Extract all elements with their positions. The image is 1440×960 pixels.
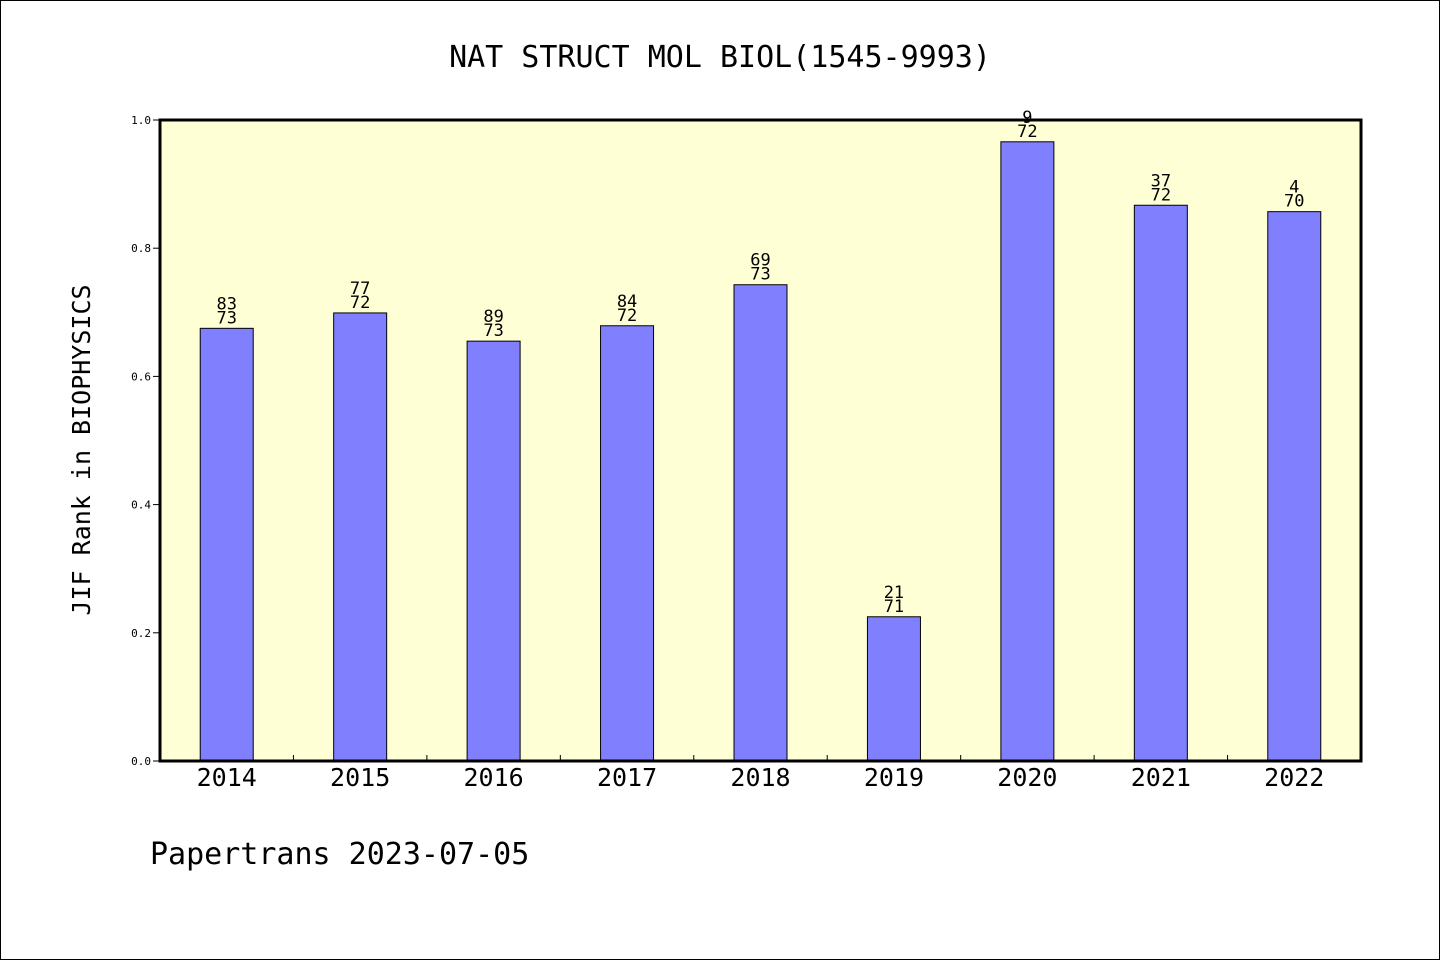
bar-label-top-2017: 84 [617, 292, 637, 312]
bar-2021 [1133, 204, 1188, 762]
bar-label-top-2015: 77 [350, 279, 370, 299]
bar-label-top-2022: 4 [1289, 178, 1299, 198]
bar-2019 [866, 616, 921, 762]
bar-label-top-2016: 89 [483, 307, 503, 327]
y-tick-label: 0.6 [131, 370, 151, 383]
x-tick-label-2016: 2016 [464, 763, 524, 792]
x-tick-label-2017: 2017 [597, 763, 657, 792]
bars-layer [199, 141, 1322, 762]
y-axis-label: JIF Rank in BIOPHYSICS [67, 284, 96, 615]
bar-label-bottom-2015: 72 [350, 293, 370, 313]
bar-2015 [333, 312, 388, 762]
y-tick-label: 0.8 [131, 242, 151, 255]
bar-label-bottom-2021: 72 [1151, 185, 1171, 205]
x-tick-label-2014: 2014 [197, 763, 257, 792]
bar-label-bottom-2022: 70 [1284, 192, 1304, 212]
bar-label-top-2021: 37 [1151, 171, 1171, 191]
bar-2014 [199, 327, 254, 762]
bar-2020 [1000, 141, 1055, 762]
bar-label-top-2020: 9 [1022, 108, 1032, 128]
bar-2022 [1267, 211, 1322, 762]
y-tick-label: 0.0 [131, 755, 151, 768]
y-tick-label: 0.2 [131, 627, 151, 640]
chart-title: NAT STRUCT MOL BIOL(1545-9993) [449, 40, 991, 75]
bar-label-bottom-2019: 71 [884, 597, 904, 617]
bar-label-top-2018: 69 [750, 251, 770, 271]
bar-label-bottom-2020: 72 [1017, 122, 1037, 142]
x-axis: 2014 2015 2016 2017 2018 2019 2020 2021 2022 [197, 755, 1324, 792]
bar-2017 [600, 325, 655, 762]
x-tick-label-2020: 2020 [997, 763, 1057, 792]
bar-label-bottom-2018: 73 [750, 265, 770, 285]
x-tick-label-2015: 2015 [330, 763, 390, 792]
bar-2016 [466, 340, 521, 762]
bar-2018 [733, 284, 788, 762]
footer-credit: Papertrans 2023-07-05 [150, 837, 529, 872]
x-tick-label-2022: 2022 [1264, 763, 1324, 792]
bar-label-bottom-2017: 72 [617, 306, 637, 326]
bar-label-bottom-2016: 73 [483, 321, 503, 341]
x-tick-label-2019: 2019 [864, 763, 924, 792]
y-axis: 0.0 0.2 0.4 0.6 0.8 1.0 [131, 114, 160, 768]
y-tick-label: 0.4 [131, 499, 151, 512]
y-tick-label: 1.0 [131, 114, 151, 127]
x-tick-label-2018: 2018 [730, 763, 790, 792]
bar-label-top-2019: 21 [884, 583, 904, 603]
x-tick-label-2021: 2021 [1131, 763, 1191, 792]
bar-label-bottom-2014: 73 [216, 308, 236, 328]
plot-border [158, 118, 1363, 763]
bar-label-top-2014: 83 [216, 294, 236, 314]
